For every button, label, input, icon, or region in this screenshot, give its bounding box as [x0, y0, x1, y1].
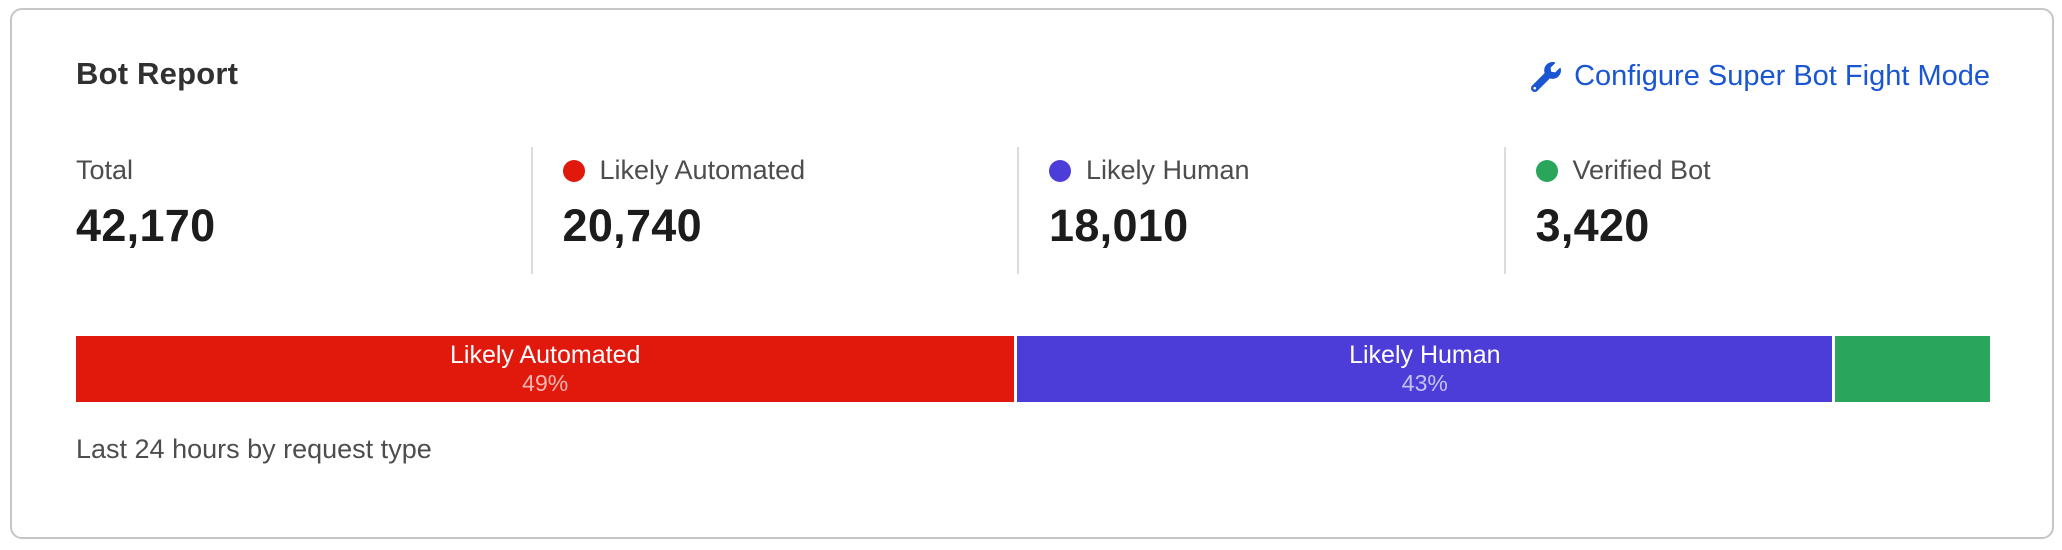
bar-segment-label: Likely Human — [1349, 341, 1501, 370]
stat-total: Total 42,170 — [76, 147, 531, 274]
bar-segment-percent: 43% — [1401, 370, 1448, 397]
bar-segment-likely-automated[interactable]: Likely Automated 49% — [76, 336, 1015, 402]
stat-label: Total — [76, 155, 134, 185]
verified-bot-dot — [1535, 159, 1558, 182]
stat-label: Likely Human — [1086, 155, 1250, 185]
stat-value: 42,170 — [76, 200, 216, 251]
configure-link-label: Configure Super Bot Fight Mode — [1574, 60, 1990, 92]
stat-verified-bot: Verified Bot 3,420 — [1503, 147, 1991, 274]
card-header: Bot Report Configure Super Bot Fight Mod… — [76, 56, 1990, 93]
bot-report-card: Bot Report Configure Super Bot Fight Mod… — [10, 8, 2054, 539]
stat-label: Likely Automated — [599, 155, 806, 185]
wrench-icon — [1531, 61, 1562, 92]
likely-automated-dot — [562, 159, 585, 182]
bar-segment-label: Likely Automated — [449, 341, 641, 370]
time-range-caption: Last 24 hours by request type — [76, 434, 432, 464]
configure-super-bot-fight-mode-link[interactable]: Configure Super Bot Fight Mode — [1531, 60, 1990, 93]
bar-segment-percent: 49% — [522, 370, 569, 397]
stat-value: 18,010 — [1049, 200, 1189, 251]
stat-label: Verified Bot — [1572, 155, 1711, 185]
bar-segment-likely-human[interactable]: Likely Human 43% — [1017, 336, 1833, 402]
stats-row: Total 42,170 Likely Automated 20,740 Lik… — [76, 147, 1990, 274]
request-type-stacked-bar: Likely Automated 49% Likely Human 43% — [76, 336, 1990, 402]
bar-segment-verified-bot[interactable] — [1835, 336, 1990, 402]
stat-value: 20,740 — [562, 200, 702, 251]
page-title: Bot Report — [76, 56, 239, 91]
stat-value: 3,420 — [1535, 200, 1650, 251]
stat-likely-automated: Likely Automated 20,740 — [530, 147, 1018, 274]
stat-likely-human: Likely Human 18,010 — [1017, 147, 1504, 274]
likely-human-dot — [1049, 159, 1071, 182]
